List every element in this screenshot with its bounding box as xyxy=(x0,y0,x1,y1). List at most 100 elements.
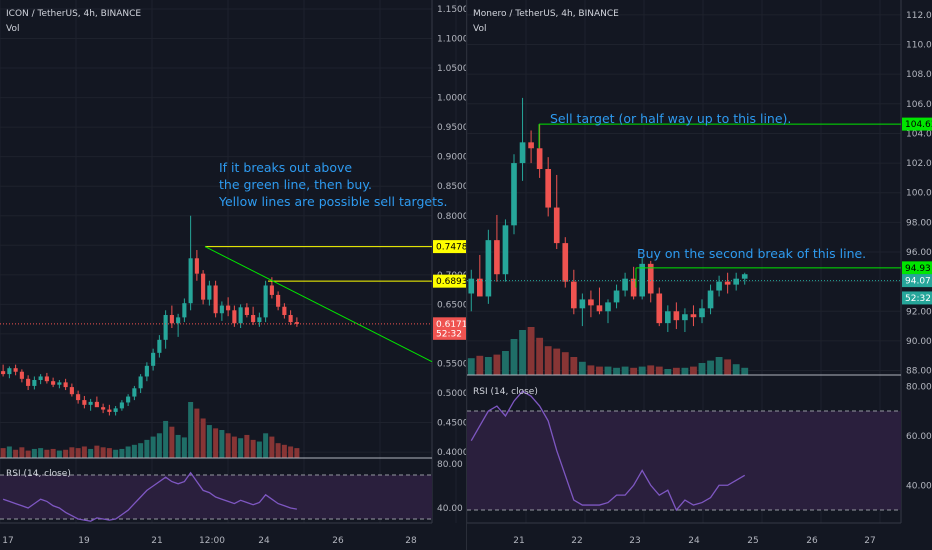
x-tick-label: 23 xyxy=(629,536,640,546)
volume-bar xyxy=(75,448,81,458)
y-tick-label: 96.00 xyxy=(906,248,932,258)
candle-body xyxy=(19,371,24,379)
y-tick-label: 104.00 xyxy=(906,129,932,139)
x-tick-label: 24 xyxy=(688,536,700,546)
x-tick-label: 17 xyxy=(2,536,13,546)
candle-body xyxy=(288,315,293,323)
volume-bar xyxy=(621,366,629,375)
y-tick-label: 90.00 xyxy=(906,337,932,347)
candle-body xyxy=(622,278,628,291)
volume-bar xyxy=(655,366,663,375)
candle-body xyxy=(169,315,174,324)
candle-body xyxy=(238,307,243,324)
volume-bar xyxy=(690,366,697,375)
candle-body xyxy=(639,263,646,297)
y-tick-label: 108.00 xyxy=(906,70,932,80)
volume-bar xyxy=(596,366,603,375)
volume-bar xyxy=(206,425,212,458)
y-tick-label: 102.00 xyxy=(906,159,932,169)
volume-bar xyxy=(138,443,144,458)
candle-body xyxy=(194,258,199,274)
candle-body xyxy=(476,278,483,297)
candle-body xyxy=(511,163,517,226)
candle-body xyxy=(44,376,49,382)
volume-bar xyxy=(113,449,119,458)
candle-body xyxy=(157,339,162,353)
candle-body xyxy=(176,317,181,324)
volume-bar xyxy=(724,359,732,375)
price-tag xyxy=(902,274,932,288)
price-tag-label: 0.6171 xyxy=(436,320,466,330)
candle-body xyxy=(101,407,106,410)
candle-body xyxy=(579,299,586,309)
y-tick-label: 0.8500 xyxy=(437,182,466,192)
icon-chart-canvas[interactable]: 1.1500 1.1000 1.0500 1.0000 0.9500 0.9000 0.85… xyxy=(0,0,466,550)
monero-chart-panel[interactable]: 112.00 110.00 108.00 106.00 104.00 102.00 100.… xyxy=(466,0,932,550)
volume-bar xyxy=(63,449,69,458)
volume-bar xyxy=(50,448,56,458)
candle-body xyxy=(126,396,131,403)
monero-chart-canvas[interactable]: 112.00 110.00 108.00 106.00 104.00 102.00 100.… xyxy=(467,0,932,550)
volume-label: Vol xyxy=(6,24,20,34)
price-tag-label: 0.7478 xyxy=(436,243,466,253)
y-tick-label: 0.4000 xyxy=(437,448,466,458)
candle-body xyxy=(605,302,611,312)
y-tick-label: 112.00 xyxy=(906,11,932,21)
candle-body xyxy=(63,382,68,388)
candle-body xyxy=(570,281,577,309)
volume-bar xyxy=(6,446,12,458)
x-tick-label: 24 xyxy=(258,536,270,546)
rsi-line xyxy=(470,390,746,512)
x-tick-label: 25 xyxy=(747,536,758,546)
candle-body xyxy=(188,258,193,304)
candle-body xyxy=(707,290,714,309)
y-tick-label: 88.00 xyxy=(906,367,932,377)
y-tick-label: 0.9000 xyxy=(437,153,466,163)
volume-bar xyxy=(519,330,526,375)
x-tick-label: 22 xyxy=(571,536,582,546)
volume-bar xyxy=(263,433,269,458)
x-tick-label: 27 xyxy=(864,536,875,546)
y-tick-label: 0.6500 xyxy=(437,300,466,310)
chart-title: ICON / TetherUS, 4h, BINANCE xyxy=(6,9,142,19)
volume-bar xyxy=(13,449,19,458)
candle-body xyxy=(244,307,249,316)
volume-bar xyxy=(544,346,552,375)
candle-body xyxy=(276,294,281,307)
volume-bar xyxy=(732,364,740,375)
volume-bar xyxy=(219,430,225,458)
price-tag-label: 104.63 xyxy=(905,120,932,130)
volume-bar xyxy=(561,352,569,375)
volume-bar xyxy=(570,357,578,375)
y-tick-label: 110.00 xyxy=(906,41,932,51)
volume-bar xyxy=(175,434,181,458)
volume-bar xyxy=(269,436,275,458)
volume-bar xyxy=(181,437,187,458)
candle-body xyxy=(38,376,43,381)
candle-body xyxy=(182,303,187,318)
candle-body xyxy=(690,314,697,318)
candle-body xyxy=(113,408,118,412)
y-tick-label: 1.0500 xyxy=(437,64,466,74)
volume-bar xyxy=(630,367,638,375)
annotation-text: If it breaks out above xyxy=(219,160,352,175)
candle-body xyxy=(630,278,637,297)
y-tick-label: 0.8000 xyxy=(437,212,466,222)
y-tick-label: 1.1500 xyxy=(437,5,466,15)
y-tick-label: 1.0000 xyxy=(437,94,466,104)
volume-bar xyxy=(510,339,518,375)
candle-body xyxy=(269,285,274,295)
icon-chart-panel[interactable]: 1.1500 1.1000 1.0500 1.0000 0.9500 0.9000 0.85… xyxy=(0,0,466,550)
volume-bar xyxy=(169,426,175,458)
x-tick-label: 26 xyxy=(806,536,818,546)
volume-bar xyxy=(698,363,706,375)
candle-body xyxy=(132,388,137,397)
volume-bar xyxy=(536,337,544,375)
volume-bar xyxy=(213,428,219,458)
candle-body xyxy=(682,314,688,321)
green-trendline xyxy=(204,246,433,363)
price-tag xyxy=(433,274,466,288)
volume-bar xyxy=(106,448,112,458)
chart-title: Monero / TetherUS, 4h, BINANCE xyxy=(473,9,619,19)
candle-body xyxy=(741,274,748,279)
